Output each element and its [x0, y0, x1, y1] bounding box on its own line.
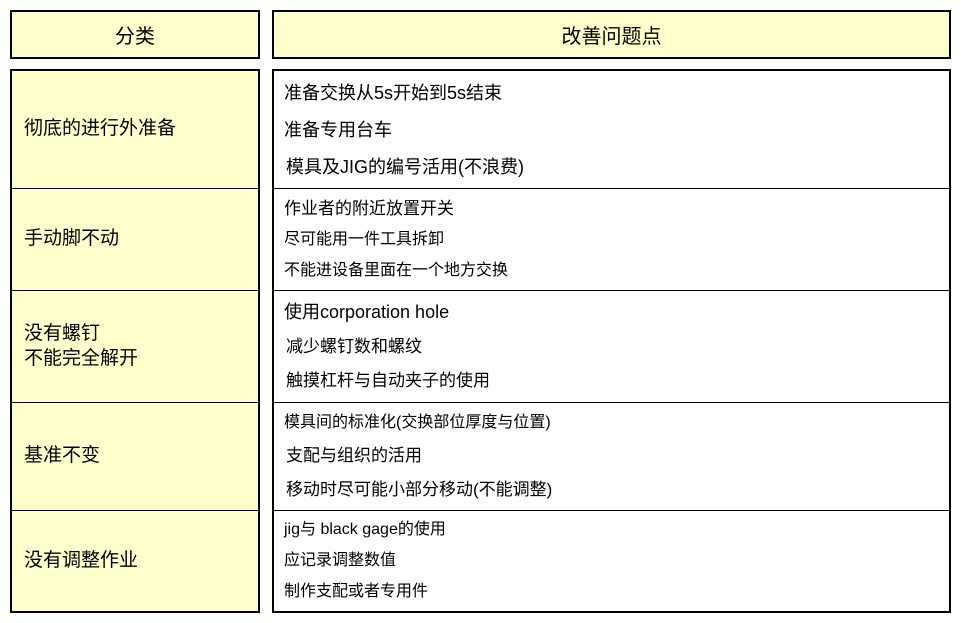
points-group: 作业者的附近放置开关 尽可能用一件工具拆卸 不能进设备里面在一个地方交换 — [274, 189, 949, 291]
category-cell: 没有螺钉 不能完全解开 — [12, 291, 258, 403]
point-line: 移动时尽可能小部分移动(不能调整) — [274, 474, 949, 506]
point-line: 支配与组织的活用 — [274, 440, 949, 472]
improvement-table: 分类 改善问题点 彻底的进行外准备 手动脚不动 没有螺钉 不能完全解开 基准不变… — [10, 10, 951, 613]
point-line: 减少螺钉数和螺纹 — [274, 330, 949, 364]
point-line: 触摸杠杆与自动夹子的使用 — [274, 364, 949, 398]
category-cell: 没有调整作业 — [12, 511, 258, 611]
category-cell: 基准不变 — [12, 403, 258, 511]
point-line: 作业者的附近放置开关 — [274, 193, 949, 225]
point-line: 使用corporation hole — [274, 295, 949, 330]
points-group: jig与 black gage的使用 应记录调整数值 制作支配或者专用件 — [274, 511, 949, 611]
point-line: jig与 black gage的使用 — [274, 515, 949, 545]
point-line: 准备交换从5s开始到5s结束 — [274, 75, 949, 112]
point-line: 不能进设备里面在一个地方交换 — [274, 256, 949, 286]
points-group: 模具间的标准化(交换部位厚度与位置) 支配与组织的活用 移动时尽可能小部分移动(… — [274, 403, 949, 511]
category-column: 彻底的进行外准备 手动脚不动 没有螺钉 不能完全解开 基准不变 没有调整作业 — [10, 69, 260, 613]
points-column: 准备交换从5s开始到5s结束 准备专用台车 模具及JIG的编号活用(不浪费) 作… — [272, 69, 951, 613]
points-group: 准备交换从5s开始到5s结束 准备专用台车 模具及JIG的编号活用(不浪费) — [274, 71, 949, 189]
category-cell: 手动脚不动 — [12, 189, 258, 291]
category-cell: 彻底的进行外准备 — [12, 71, 258, 189]
header-points: 改善问题点 — [272, 10, 951, 59]
table-header-row: 分类 改善问题点 — [10, 10, 951, 59]
point-line: 尽可能用一件工具拆卸 — [274, 225, 949, 255]
point-line: 模具及JIG的编号活用(不浪费) — [274, 149, 949, 186]
table-body: 彻底的进行外准备 手动脚不动 没有螺钉 不能完全解开 基准不变 没有调整作业 准… — [10, 69, 951, 613]
point-line: 准备专用台车 — [274, 112, 949, 149]
point-line: 模具间的标准化(交换部位厚度与位置) — [274, 408, 949, 438]
point-line: 应记录调整数值 — [274, 546, 949, 576]
point-line: 制作支配或者专用件 — [274, 577, 949, 607]
points-group: 使用corporation hole 减少螺钉数和螺纹 触摸杠杆与自动夹子的使用 — [274, 291, 949, 403]
header-category: 分类 — [10, 10, 260, 59]
